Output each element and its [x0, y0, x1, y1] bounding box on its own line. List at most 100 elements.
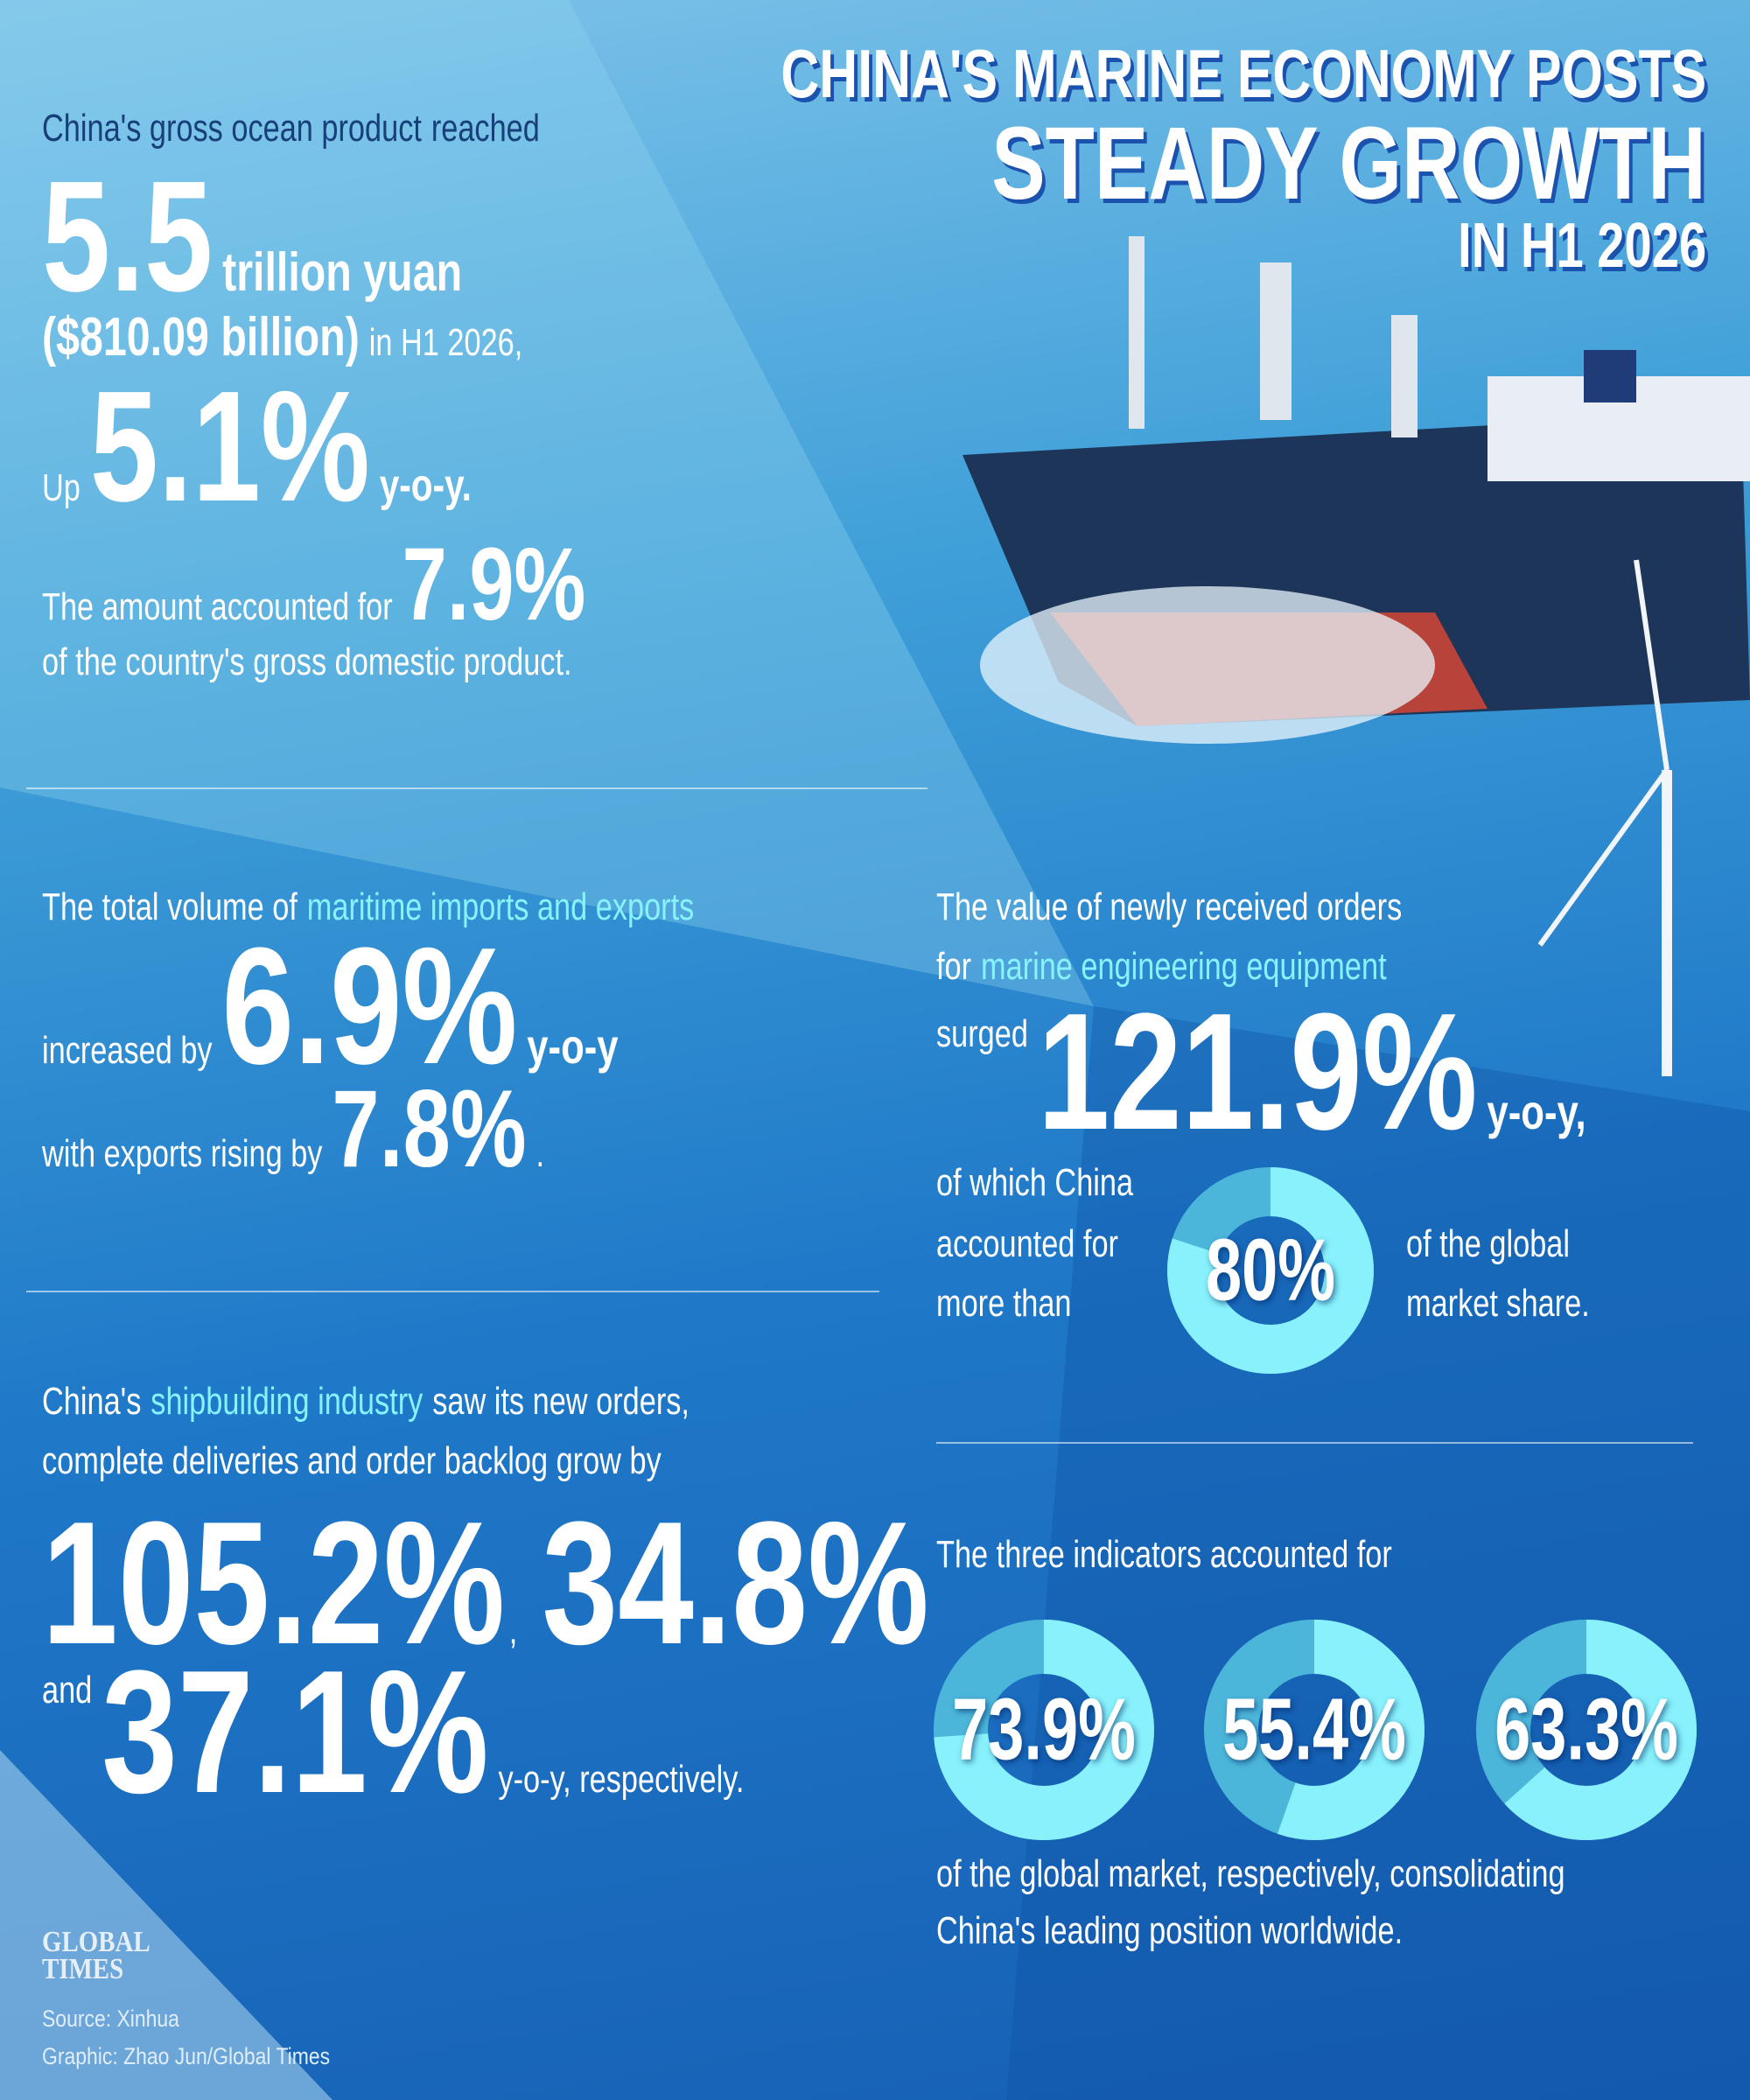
stat: 7.8%: [332, 1068, 527, 1190]
text-line: ($810.09 billion) in H1 2026,: [42, 311, 522, 365]
wave: [0, 1750, 332, 2100]
donut-label: 73.9%: [952, 1680, 1136, 1779]
text: ,: [508, 1609, 518, 1652]
text: maritime imports and exports: [306, 886, 695, 928]
donut-share: [1476, 1620, 1697, 1840]
text-line: of which China: [936, 1164, 1133, 1202]
spray: [980, 586, 1435, 744]
text: surged: [936, 1012, 1028, 1055]
text-line: China's shipbuilding industry saw its new …: [42, 1382, 690, 1421]
text: y-o-y.: [379, 460, 472, 511]
text-line: China's leading position worldwide.: [936, 1912, 1403, 1950]
stat: 6.9%: [221, 914, 518, 1099]
text: China's: [42, 1380, 142, 1423]
text: The three indicators accounted for: [936, 1533, 1392, 1576]
text: of which China: [936, 1161, 1134, 1204]
text: of the global market, respectively, cons…: [936, 1852, 1565, 1895]
text-line: The amount accounted for 7.9%: [42, 527, 586, 642]
crane: [1260, 262, 1292, 420]
wind-turbine: [1537, 559, 1672, 1076]
text: y-o-y, respectively.: [498, 1758, 745, 1801]
light-panel: [0, 0, 1094, 1006]
donut-share: [1167, 1167, 1374, 1374]
logo-line: TIMES: [42, 1952, 124, 1985]
stat: 105.2%: [42, 1486, 506, 1681]
text-line: increased by 6.9% y-o-y: [42, 914, 619, 1099]
stat: 7.9%: [402, 527, 586, 642]
text: and: [42, 1669, 93, 1712]
text-line: complete deliveries and order backlog gr…: [42, 1442, 662, 1480]
text-line: of the global: [1406, 1225, 1570, 1264]
text-line: and 37.1% y-o-y, respectively.: [42, 1634, 745, 1830]
text-line: with exports rising by 7.8%.: [42, 1068, 545, 1190]
text-line: of the global market, respectively, cons…: [936, 1855, 1565, 1894]
text: China's gross ocean product: [42, 107, 422, 150]
text: ($810.09 billion): [42, 307, 360, 368]
title-line: IN H1 2026: [1457, 211, 1706, 281]
donut-label: 55.4%: [1222, 1680, 1406, 1779]
donut-label: 80%: [1205, 1221, 1336, 1320]
text: Up: [42, 466, 80, 509]
text-line: 5.5 trillion yuan: [42, 149, 463, 325]
blade: [1634, 559, 1670, 771]
stat: 5.1%: [89, 359, 370, 535]
text: The amount accounted for: [42, 585, 393, 628]
text-line: market share.: [1406, 1284, 1590, 1323]
text: increased by: [42, 1029, 213, 1072]
text-line: accounted for: [936, 1225, 1118, 1264]
donut-share: [1204, 1620, 1424, 1840]
text-line: China's gross ocean product reached: [42, 109, 540, 148]
text-line: for marine engineering equipment: [936, 948, 1387, 986]
donut-label: 63.3%: [1494, 1680, 1678, 1779]
crane: [1391, 315, 1418, 438]
text: for: [936, 945, 972, 988]
text: in H1 2026,: [368, 321, 523, 364]
mast: [1129, 236, 1144, 429]
title-line: STEADY GROWTH: [991, 106, 1706, 221]
text: The value of newly received orders: [936, 886, 1403, 928]
stat: 5.5: [42, 149, 214, 325]
divider: [26, 788, 928, 789]
text: China's leading position worldwide.: [936, 1909, 1404, 1952]
text: more than: [936, 1282, 1072, 1325]
text-line: of the country's gross domestic product.: [42, 643, 572, 682]
blade: [1537, 768, 1670, 947]
logo: GLOBAL TIMES: [42, 1926, 150, 1985]
text-line: The value of newly received orders: [936, 888, 1402, 927]
text-line: surged 121.9% y-o-y,: [936, 979, 1586, 1165]
stat: 121.9%: [1037, 979, 1478, 1165]
logo-line: GLOBAL: [42, 1926, 150, 1958]
funnel: [1584, 350, 1636, 402]
text: y-o-y: [527, 1018, 619, 1074]
text: .: [536, 1132, 545, 1175]
text: saw its new orders,: [432, 1380, 690, 1423]
text-line: 105.2%, 34.8%: [42, 1486, 929, 1681]
text: of the global: [1406, 1222, 1571, 1265]
text-line: The three indicators accounted for: [936, 1536, 1392, 1574]
text-line: The total volume of maritime imports and …: [42, 888, 694, 927]
text: trillion yuan: [222, 242, 463, 303]
text: market share.: [1406, 1282, 1590, 1325]
text: The total volume of: [42, 886, 298, 928]
stat: 34.8%: [542, 1486, 929, 1681]
text: marine engineering equipment: [980, 945, 1387, 988]
donut-share: [934, 1620, 1154, 1840]
title-line: CHINA'S MARINE ECONOMY POSTS: [780, 35, 1706, 112]
source: Source: Xinhua: [42, 2006, 179, 2032]
text: reached: [430, 107, 540, 150]
credit: Graphic: Zhao Jun/Global Times: [42, 2043, 331, 2069]
text: complete deliveries and order backlog gr…: [42, 1439, 662, 1482]
text-line: more than: [936, 1284, 1072, 1323]
text: y-o-y,: [1487, 1084, 1586, 1139]
text-line: Up 5.1% y-o-y.: [42, 359, 472, 535]
text: shipbuilding industry: [150, 1380, 424, 1423]
divider: [26, 1291, 879, 1292]
divider: [936, 1442, 1693, 1444]
stat: 37.1%: [102, 1634, 489, 1830]
text: with exports rising by: [42, 1132, 323, 1175]
ship: [962, 236, 1750, 744]
text: of the country's gross domestic product.: [42, 640, 572, 683]
